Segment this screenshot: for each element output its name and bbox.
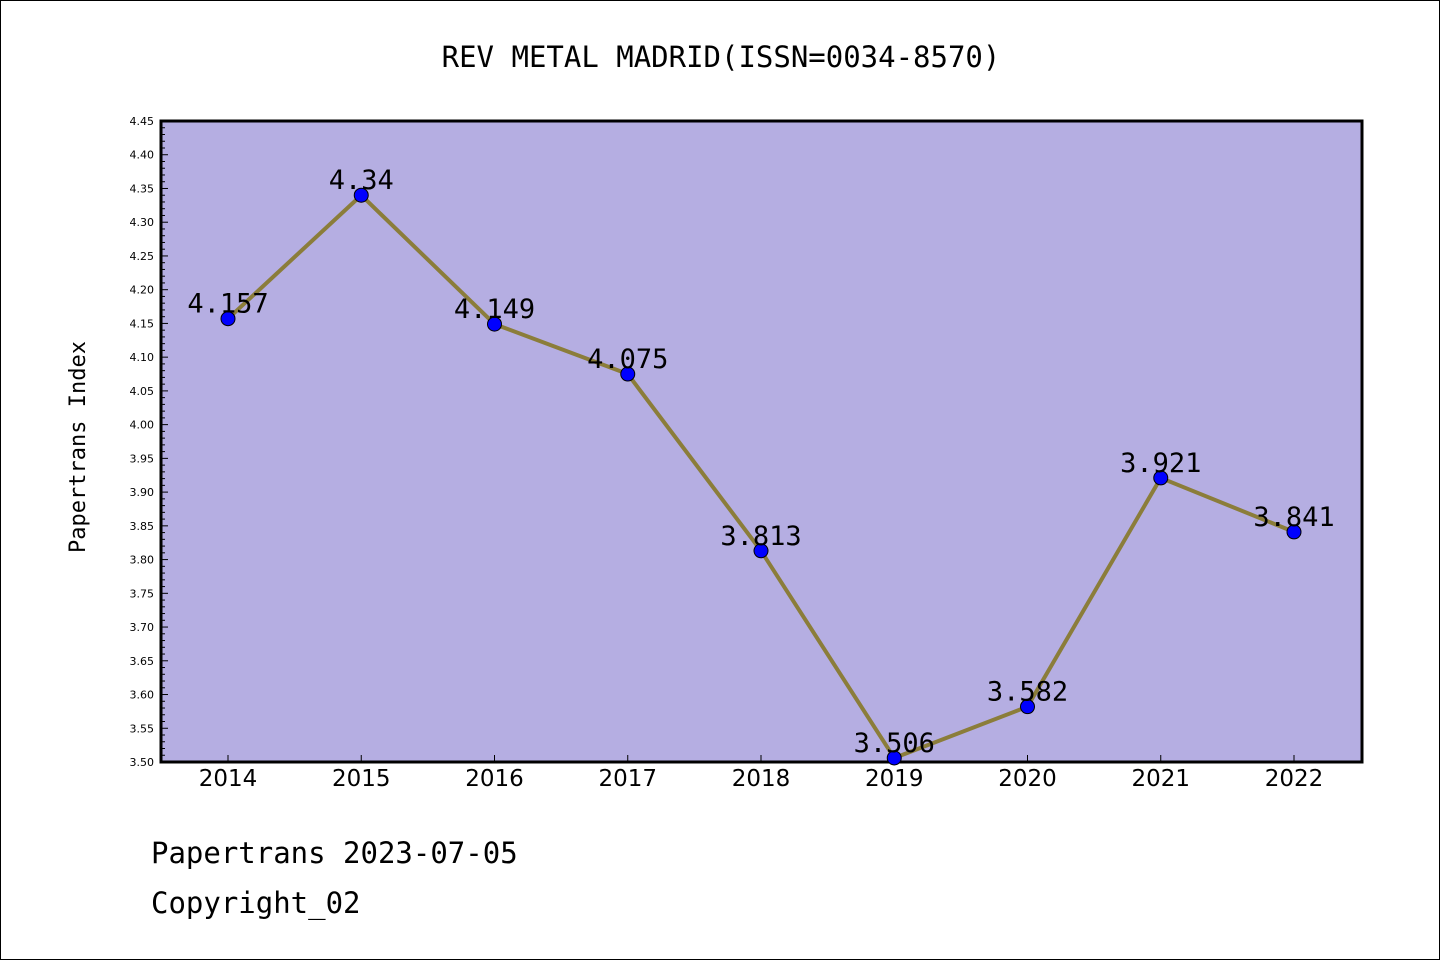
y-tick-label: 4.35 bbox=[130, 182, 155, 195]
plot-area bbox=[159, 119, 1364, 764]
y-tick-label: 3.90 bbox=[130, 486, 155, 499]
data-point bbox=[620, 366, 636, 382]
x-tick-label: 2015 bbox=[332, 766, 391, 792]
data-point bbox=[886, 750, 902, 766]
y-axis: 3.50 3.55 3.60 3.65 3.70 3.75 3.80 3.85 3.90 3.95… bbox=[130, 115, 168, 769]
x-tick-label: 2020 bbox=[998, 766, 1057, 792]
data-label: 4.34 bbox=[329, 165, 394, 196]
data-label: 3.921 bbox=[1120, 448, 1201, 479]
x-tick-label: 2018 bbox=[732, 766, 791, 792]
x-axis: 2014 2015 2016 2017 2018 2019 2020 2021 2022 bbox=[199, 755, 1324, 792]
y-tick-label: 3.60 bbox=[130, 689, 155, 702]
y-tick-label: 3.55 bbox=[130, 722, 155, 735]
y-tick-label: 4.25 bbox=[130, 250, 155, 263]
x-tick-label: 2014 bbox=[199, 766, 258, 792]
data-label: 3.582 bbox=[987, 677, 1068, 708]
y-tick-label: 3.50 bbox=[130, 756, 155, 769]
y-tick-label: 4.05 bbox=[130, 385, 155, 398]
y-tick-label: 4.00 bbox=[130, 419, 155, 432]
data-point bbox=[487, 316, 502, 332]
series-line-group: 4.157 4.34 4.149 4.075 3.813 3.506 3.582 3.921 3… bbox=[187, 165, 1335, 766]
footer-source: Papertrans 2023-07-05 bbox=[151, 836, 518, 870]
y-tick-label: 4.30 bbox=[130, 216, 155, 229]
data-label: 4.149 bbox=[454, 294, 535, 325]
y-tick-label: 4.45 bbox=[130, 115, 155, 128]
x-tick-label: 2021 bbox=[1131, 766, 1190, 792]
y-tick-label: 3.65 bbox=[130, 655, 155, 668]
x-tick-label: 2022 bbox=[1265, 766, 1324, 792]
y-tick-label: 3.80 bbox=[130, 554, 155, 567]
data-label: 3.813 bbox=[720, 521, 801, 552]
chart-title: REV METAL MADRID(ISSN=0034-8570) bbox=[442, 40, 1001, 74]
y-tick-label: 3.85 bbox=[130, 520, 155, 533]
y-tick-label: 4.20 bbox=[130, 284, 155, 297]
y-tick-label: 3.75 bbox=[130, 587, 155, 600]
y-tick-label: 4.40 bbox=[130, 149, 155, 162]
y-tick-label: 4.15 bbox=[130, 317, 155, 330]
data-point bbox=[753, 543, 769, 559]
y-tick-label: 3.70 bbox=[130, 621, 155, 634]
y-tick-label: 3.95 bbox=[130, 452, 155, 465]
footer-copyright: Copyright_02 bbox=[151, 886, 361, 920]
y-axis-label: Papertrans Index bbox=[66, 341, 91, 553]
x-tick-label: 2017 bbox=[598, 766, 657, 792]
data-point bbox=[220, 311, 236, 327]
data-point bbox=[1153, 470, 1169, 486]
x-tick-label: 2019 bbox=[865, 766, 924, 792]
y-tick-label: 4.10 bbox=[130, 351, 155, 364]
data-label: 3.841 bbox=[1253, 502, 1334, 533]
data-point bbox=[353, 187, 369, 203]
data-label: 4.157 bbox=[187, 289, 268, 320]
data-label: 3.506 bbox=[854, 728, 935, 759]
data-point bbox=[1286, 524, 1302, 540]
data-label: 4.075 bbox=[587, 344, 668, 375]
x-tick-label: 2016 bbox=[465, 766, 524, 792]
data-point bbox=[1020, 699, 1035, 715]
